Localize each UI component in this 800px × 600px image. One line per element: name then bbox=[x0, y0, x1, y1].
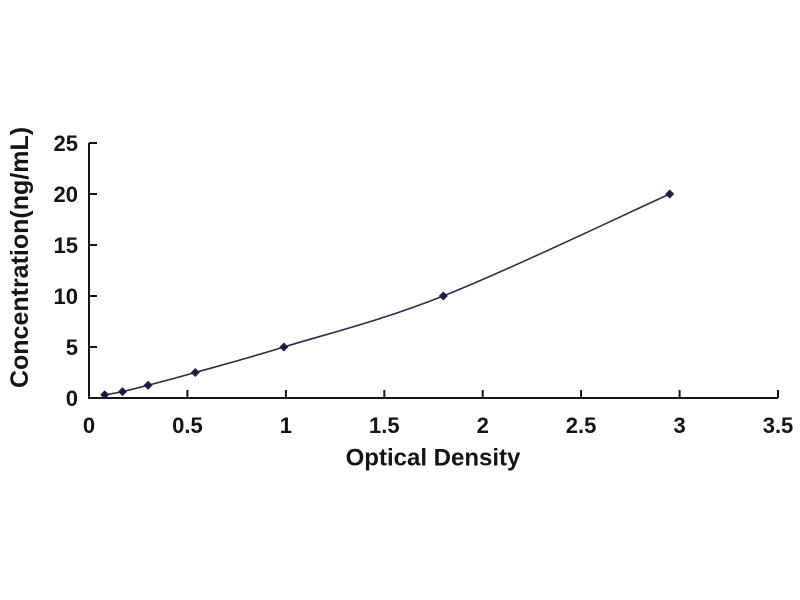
svg-text:10: 10 bbox=[54, 284, 78, 309]
svg-text:15: 15 bbox=[54, 233, 78, 258]
svg-text:3.5: 3.5 bbox=[763, 413, 794, 438]
svg-text:3: 3 bbox=[673, 413, 685, 438]
svg-text:5: 5 bbox=[66, 335, 78, 360]
svg-text:20: 20 bbox=[54, 182, 78, 207]
svg-text:1: 1 bbox=[280, 413, 292, 438]
svg-text:2: 2 bbox=[477, 413, 489, 438]
svg-text:0.5: 0.5 bbox=[172, 413, 203, 438]
svg-text:0: 0 bbox=[83, 413, 95, 438]
svg-text:Concentration(ng/mL): Concentration(ng/mL) bbox=[6, 127, 34, 388]
svg-text:2.5: 2.5 bbox=[566, 413, 597, 438]
svg-text:25: 25 bbox=[54, 131, 78, 156]
svg-text:Optical Density: Optical Density bbox=[346, 445, 521, 472]
svg-text:1.5: 1.5 bbox=[369, 413, 400, 438]
svg-text:0: 0 bbox=[66, 386, 78, 411]
